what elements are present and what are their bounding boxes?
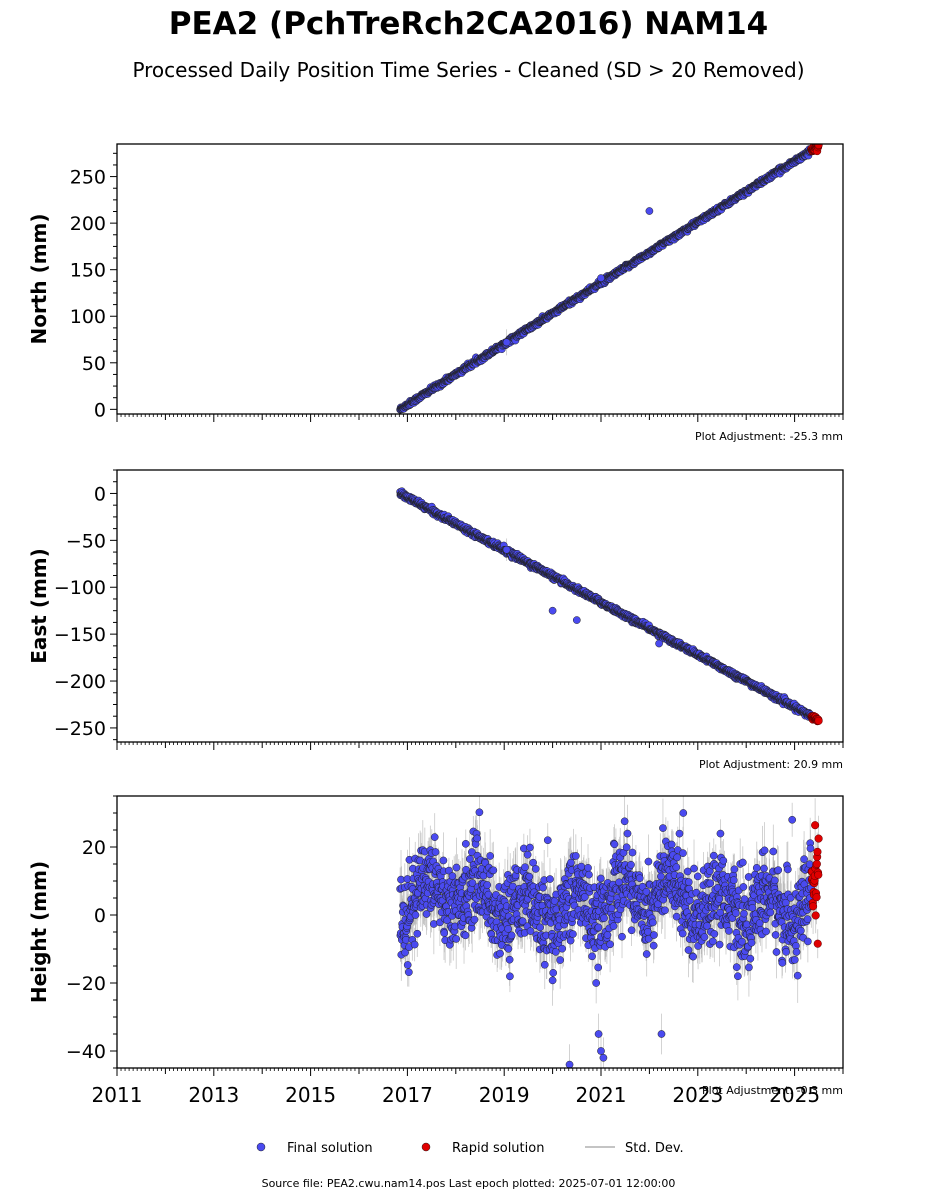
plot-frame [116, 143, 844, 415]
y-tick-label: 250 [70, 167, 106, 189]
rapid-point [814, 144, 823, 149]
data-point [502, 338, 511, 347]
final-points-east [396, 487, 816, 722]
panel-north: 0 50 100 150 200 250 North (mm) Plot Adjustment… [27, 143, 844, 443]
y-tick-label: 200 [70, 213, 106, 235]
data-point [645, 207, 654, 215]
data-point [597, 274, 605, 282]
chart-title: PEA2 (PchTreRch2CA2016) NAM14 [168, 6, 769, 42]
y-tick-label: 0 [94, 399, 106, 421]
y-tick-label: 150 [70, 260, 106, 282]
y-tick-label: 50 [82, 353, 106, 375]
final-points-north [396, 145, 816, 414]
plot-area-east [396, 487, 823, 726]
plot-adjustment-note: Plot Adjustment: -25.3 mm [695, 430, 843, 443]
y-tick-label: 100 [70, 306, 106, 328]
chart-subtitle: Processed Daily Position Time Series - C… [132, 58, 805, 82]
y-axis-label: North (mm) [27, 213, 51, 344]
rapid-points-north [807, 144, 823, 156]
plot-area-north [396, 144, 823, 414]
